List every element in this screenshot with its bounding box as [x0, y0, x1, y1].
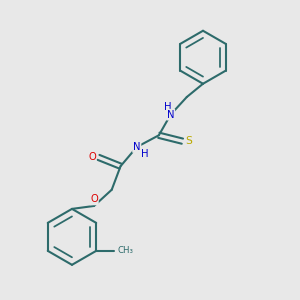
Text: H: H [164, 102, 171, 112]
Text: S: S [185, 136, 192, 146]
Text: CH₃: CH₃ [117, 246, 133, 255]
Text: H: H [141, 148, 149, 158]
Text: N: N [167, 110, 174, 120]
Text: O: O [88, 152, 96, 162]
Text: N: N [133, 142, 140, 152]
Text: O: O [90, 194, 98, 205]
